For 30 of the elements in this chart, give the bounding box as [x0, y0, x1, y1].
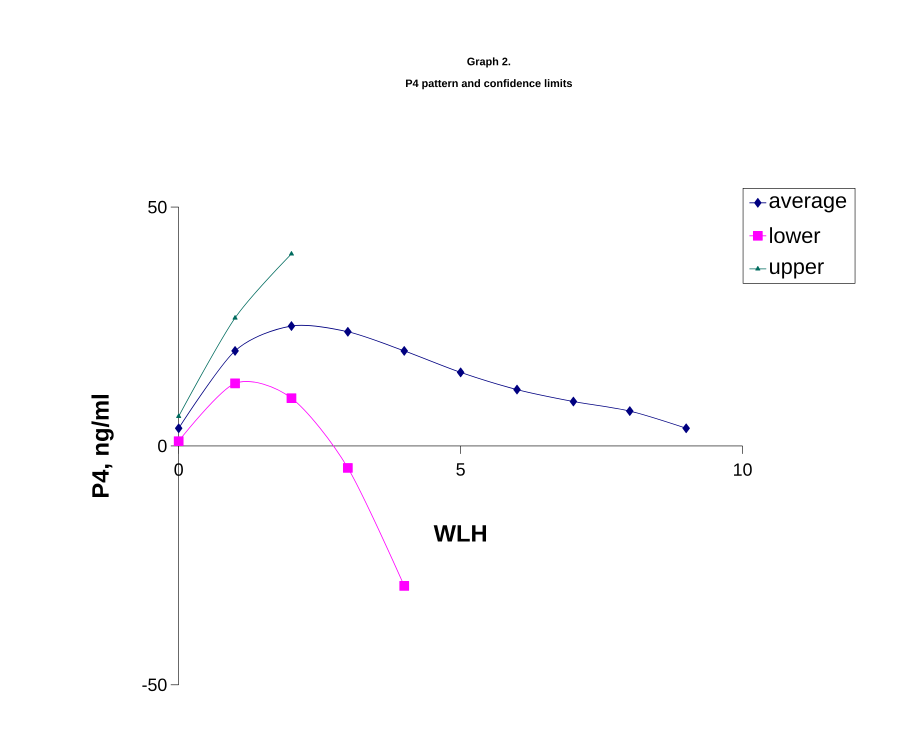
point [174, 436, 184, 446]
point [626, 406, 634, 416]
point [513, 384, 521, 394]
point [230, 378, 240, 388]
x-axis-title: WLH [434, 525, 486, 542]
y-axis-title: P4, ng/ml [91, 394, 114, 497]
chart-subtitle: P4 pattern and confidence limits [406, 79, 572, 90]
x-tick-label: 10 [734, 463, 752, 476]
point [399, 580, 410, 591]
point [344, 326, 352, 337]
point [682, 423, 690, 434]
point [400, 346, 408, 356]
x-tick-label: 5 [456, 463, 465, 476]
y-tick-label: 0 [158, 440, 167, 452]
y-tick-label: 50 [148, 200, 167, 214]
point [231, 346, 239, 356]
chart-title: Graph 2. [467, 57, 510, 68]
point [570, 396, 578, 406]
point [176, 413, 182, 418]
legend-label: upper [770, 262, 824, 278]
legend-label: average [770, 196, 846, 212]
legend-label: lower [770, 227, 820, 244]
y-tick-label: -50 [142, 678, 167, 691]
point [174, 423, 182, 434]
point [342, 462, 353, 473]
point [456, 367, 464, 378]
point [286, 393, 296, 403]
point [232, 314, 238, 320]
point [288, 250, 294, 256]
point [288, 321, 296, 331]
